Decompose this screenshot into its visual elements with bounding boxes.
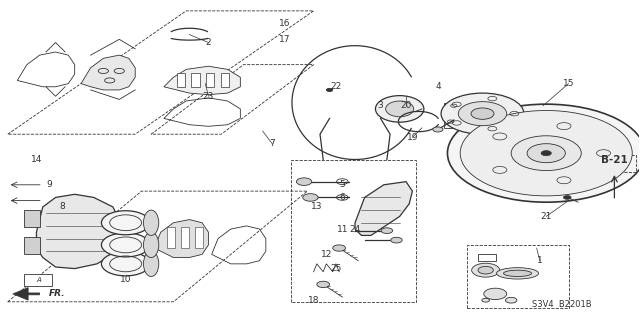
Text: 25: 25 (330, 264, 342, 273)
Text: 19: 19 (406, 133, 418, 142)
Text: 15: 15 (563, 79, 574, 88)
Bar (593, 155, 636, 172)
Ellipse shape (497, 268, 539, 279)
Circle shape (433, 127, 443, 132)
Text: 12: 12 (321, 250, 332, 259)
Text: A: A (36, 277, 41, 283)
Circle shape (458, 102, 507, 126)
Text: 13: 13 (311, 203, 323, 211)
Text: 10: 10 (120, 275, 131, 284)
Circle shape (101, 233, 150, 257)
Circle shape (460, 110, 632, 196)
Text: 9: 9 (46, 180, 52, 189)
Circle shape (317, 281, 330, 287)
Bar (206, 73, 214, 87)
Text: 21: 21 (541, 212, 552, 221)
Circle shape (101, 252, 150, 276)
Circle shape (511, 136, 581, 171)
Text: 1: 1 (537, 256, 543, 265)
Text: 23: 23 (203, 92, 214, 101)
Text: S3V4  B2201B: S3V4 B2201B (532, 300, 592, 309)
Text: 6: 6 (339, 193, 345, 202)
Circle shape (482, 298, 490, 302)
Text: 14: 14 (31, 155, 42, 164)
Circle shape (563, 196, 571, 199)
Bar (24, 210, 40, 227)
Ellipse shape (386, 101, 413, 117)
Bar (444, 103, 473, 128)
Bar (167, 227, 175, 248)
Circle shape (333, 245, 346, 251)
Bar (181, 227, 189, 248)
Ellipse shape (376, 96, 424, 122)
Text: 3: 3 (378, 101, 383, 110)
Text: 11: 11 (337, 225, 348, 234)
Circle shape (472, 263, 500, 277)
Circle shape (447, 104, 640, 202)
Bar (177, 73, 185, 87)
Text: 5: 5 (339, 180, 345, 189)
Ellipse shape (143, 210, 159, 235)
Ellipse shape (143, 232, 159, 257)
Circle shape (441, 93, 524, 134)
Text: 18: 18 (308, 296, 319, 305)
Circle shape (478, 266, 493, 274)
Polygon shape (355, 182, 412, 235)
Text: 24: 24 (349, 225, 361, 234)
Text: 2: 2 (205, 38, 211, 47)
Polygon shape (154, 219, 209, 257)
Polygon shape (36, 194, 119, 269)
Ellipse shape (143, 251, 159, 277)
Circle shape (101, 211, 150, 235)
Circle shape (527, 144, 565, 163)
Circle shape (303, 194, 318, 201)
Bar (467, 245, 568, 308)
Circle shape (506, 297, 517, 303)
Bar (195, 227, 204, 248)
Text: 8: 8 (59, 203, 65, 211)
Polygon shape (13, 287, 40, 300)
Circle shape (326, 88, 333, 92)
Text: 4: 4 (435, 82, 441, 91)
Polygon shape (81, 55, 135, 90)
Polygon shape (164, 66, 241, 95)
Text: 22: 22 (330, 82, 342, 91)
Ellipse shape (504, 270, 532, 277)
Text: 16: 16 (279, 19, 291, 28)
Bar (24, 237, 40, 254)
Text: 7: 7 (269, 139, 275, 148)
Circle shape (541, 151, 551, 156)
Bar (478, 254, 496, 261)
Circle shape (391, 237, 402, 243)
Text: 17: 17 (279, 35, 291, 44)
Bar (191, 73, 200, 87)
Circle shape (296, 178, 312, 185)
Text: FR.: FR. (49, 289, 66, 298)
Text: 20: 20 (401, 101, 412, 110)
Bar (24, 274, 52, 286)
Circle shape (381, 228, 393, 234)
Text: B-21: B-21 (601, 154, 628, 165)
Circle shape (471, 108, 494, 119)
Bar (221, 73, 229, 87)
Circle shape (484, 288, 507, 300)
